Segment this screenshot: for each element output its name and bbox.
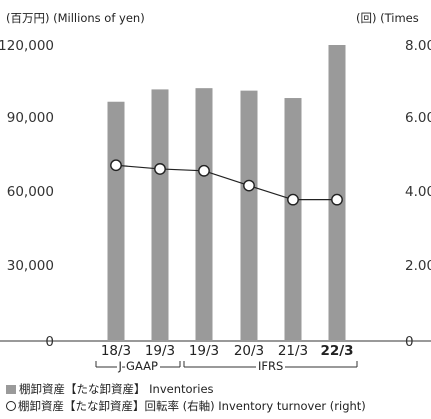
x-tick-label: 18/3 (100, 343, 132, 359)
point-inventory-turnover-1 (154, 163, 166, 175)
x-tick-label: 19/3 (188, 343, 220, 359)
y-left-tick-label: 90,000 (6, 110, 54, 126)
x-tick-label: 20/3 (233, 343, 265, 359)
bar-inventories-3 (240, 90, 258, 341)
legend-bar-swatch (6, 385, 16, 394)
y-right-tick-label: 0 (405, 334, 414, 350)
y-left-tick-label: 30,000 (6, 258, 54, 274)
point-inventory-turnover-3 (243, 179, 255, 192)
bar-inventories-1 (151, 89, 169, 342)
x-tick-label: 21/3 (277, 343, 309, 359)
legend-label-turnover: 棚卸資産【たな卸資産】回転率 (右軸) Inventory turnover (… (18, 399, 366, 413)
period-label: IFRS (256, 359, 286, 373)
bar-inventories-0 (107, 101, 125, 341)
y-left-tick-label: 120,000 (0, 38, 54, 54)
x-tick-label: 19/3 (144, 343, 176, 359)
y-right-tick-label: 2.00 (405, 258, 431, 274)
point-inventory-turnover-5 (331, 193, 343, 206)
y-left-tick-label: 0 (45, 334, 54, 350)
point-inventory-turnover-2 (198, 164, 210, 177)
bar-inventories-2 (195, 88, 213, 342)
period-label: J-GAAP (116, 359, 160, 373)
point-inventory-turnover-0 (110, 159, 122, 172)
right-axis-unit: (回) (Times (356, 11, 419, 25)
left-axis-unit: (百万円) (Millions of yen) (6, 11, 145, 25)
legend-circle-marker (6, 401, 16, 411)
bar-inventories-4 (284, 98, 302, 342)
bar-inventories-5 (328, 45, 346, 341)
point-inventory-turnover-4 (287, 193, 299, 206)
y-right-tick-label: 4.00 (405, 184, 431, 200)
legend-label-inventories: 棚卸資産【たな卸資産】 Inventories (19, 382, 214, 396)
y-right-tick-label: 6.00 (405, 110, 431, 126)
legend-item-turnover: 棚卸資産【たな卸資産】回転率 (右軸) Inventory turnover (… (6, 398, 366, 414)
y-left-tick-label: 60,000 (6, 184, 54, 200)
y-right-tick-label: 8.00 (405, 38, 431, 54)
legend-item-inventories: 棚卸資産【たな卸資産】 Inventories (6, 381, 214, 397)
line-inventory-turnover (115, 164, 337, 201)
x-tick-label: 22/3 (320, 343, 354, 359)
